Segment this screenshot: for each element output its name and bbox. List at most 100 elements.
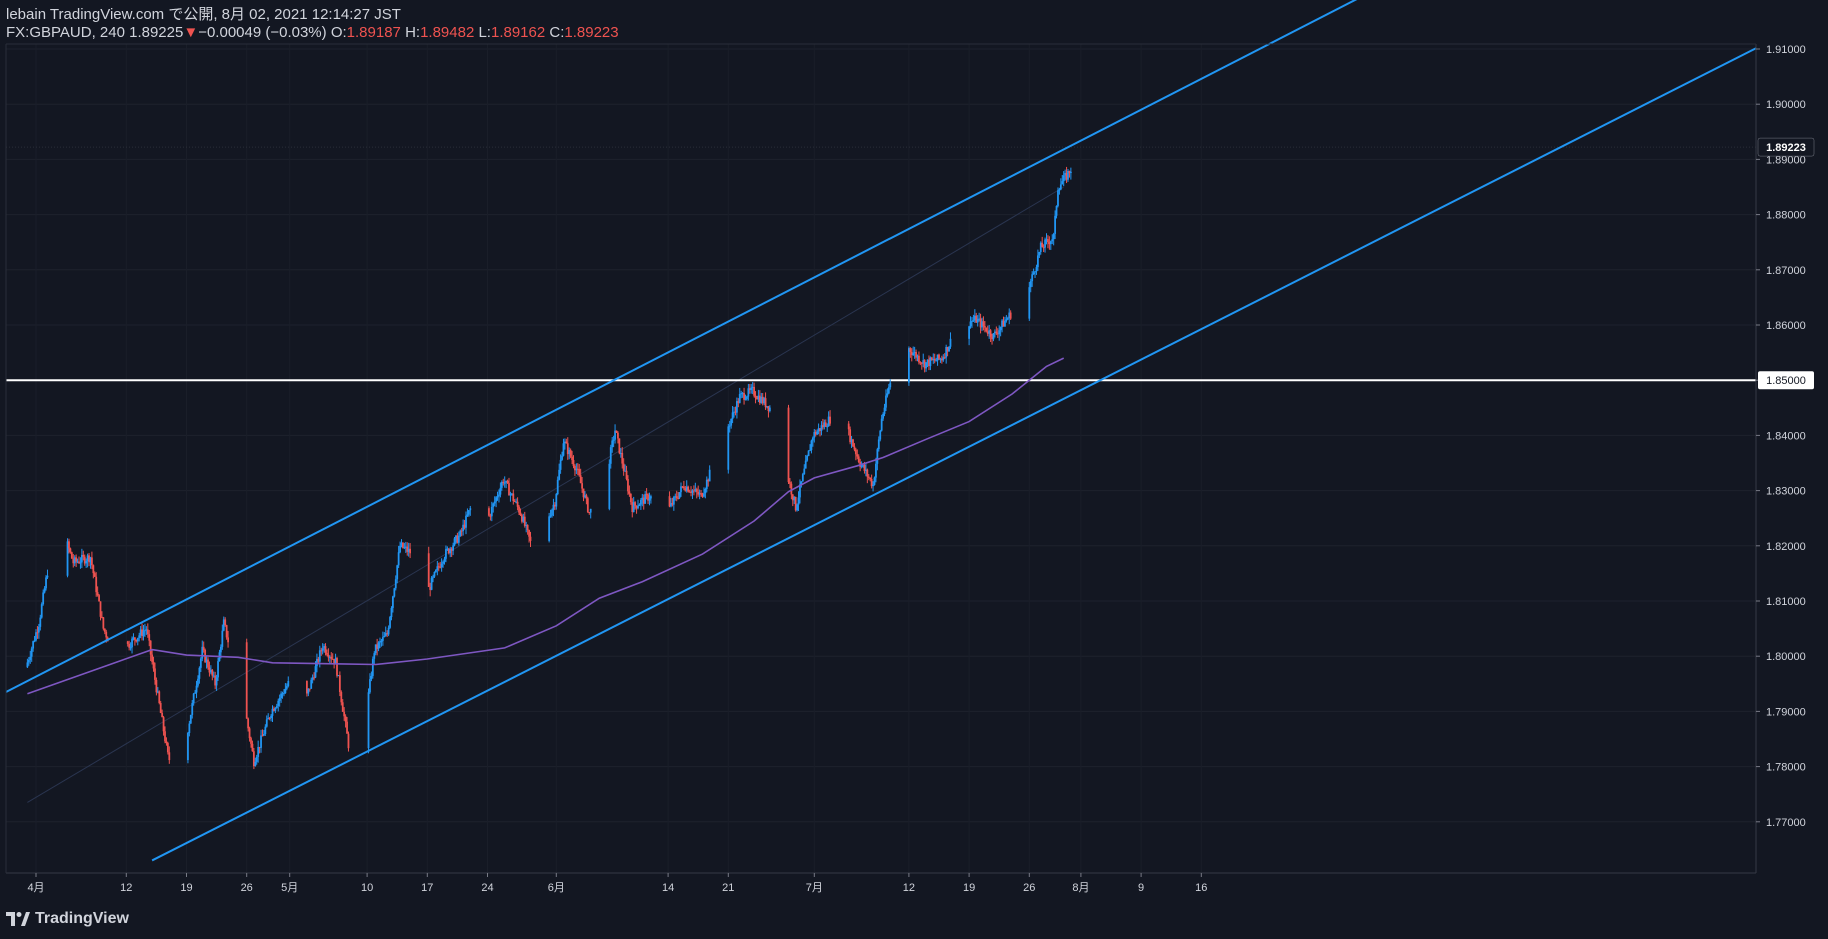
candle-body bbox=[328, 656, 331, 658]
y-tick-label: 1.87000 bbox=[1766, 265, 1806, 277]
candle-body bbox=[979, 318, 982, 328]
candle-body bbox=[252, 751, 255, 767]
x-tick-label: 14 bbox=[662, 882, 674, 894]
candle-body bbox=[526, 524, 529, 531]
candle-body bbox=[736, 401, 738, 413]
x-axis-ticks[interactable]: 4月 12 19 26 5月 10 17 24 6月 14 21 7月 12 19 26 8月 9 16 bbox=[27, 873, 1207, 894]
candle-body bbox=[943, 357, 946, 359]
moving-average-polyline[interactable] bbox=[27, 357, 1065, 695]
y-axis-ticks[interactable]: 1.91000 1.90000 1.89000 1.88000 1.87000 1.860… bbox=[1756, 44, 1806, 829]
candle-body bbox=[1061, 181, 1064, 185]
candle-body bbox=[469, 508, 472, 511]
candle-body bbox=[1045, 239, 1048, 241]
candle-body bbox=[134, 637, 136, 640]
candle-body bbox=[70, 552, 73, 559]
candle-body bbox=[201, 646, 204, 659]
candle-body bbox=[671, 503, 674, 505]
candle-body bbox=[856, 454, 859, 457]
candle-body bbox=[972, 320, 975, 322]
tradingview-branding[interactable]: TradingView bbox=[6, 910, 129, 928]
candle-body bbox=[647, 494, 649, 501]
candle-body bbox=[369, 679, 371, 693]
candle-body bbox=[1034, 271, 1036, 273]
candle-body bbox=[146, 629, 149, 635]
candle-body bbox=[698, 493, 701, 495]
candle-body bbox=[751, 386, 754, 388]
candle-body bbox=[849, 429, 852, 443]
candle-body bbox=[376, 644, 379, 649]
candle-body bbox=[870, 479, 873, 487]
candle-body bbox=[189, 714, 192, 724]
candle-body bbox=[427, 553, 430, 587]
candle-body bbox=[684, 488, 687, 491]
candle-body bbox=[27, 659, 30, 663]
candle-body bbox=[738, 394, 741, 403]
candle-body bbox=[92, 565, 95, 574]
candle-body bbox=[400, 542, 403, 546]
candle-body bbox=[131, 638, 133, 648]
candle-body bbox=[548, 516, 551, 541]
candle-body bbox=[1032, 272, 1035, 275]
candle-body bbox=[1001, 320, 1003, 328]
candle-body bbox=[866, 469, 869, 477]
candle-body bbox=[880, 418, 883, 431]
candle-body bbox=[195, 685, 198, 693]
candle-body bbox=[162, 717, 165, 732]
candle-body bbox=[165, 741, 168, 744]
candle-body bbox=[268, 717, 271, 719]
candle-body bbox=[1047, 239, 1049, 243]
candle-body bbox=[390, 607, 393, 618]
candle-body bbox=[1041, 242, 1044, 248]
candle-body bbox=[373, 653, 376, 659]
x-tick-label: 10 bbox=[361, 882, 373, 894]
channel-lower-line[interactable] bbox=[151, 47, 1757, 862]
candle-body bbox=[559, 459, 562, 470]
symbol-label[interactable]: FX:GBPAUD, 240 bbox=[6, 24, 125, 41]
candle-body bbox=[129, 647, 132, 649]
candle-body bbox=[614, 430, 616, 440]
candle-body bbox=[680, 486, 682, 493]
candle-body bbox=[271, 708, 274, 716]
candle-body bbox=[386, 633, 389, 635]
candle-body bbox=[909, 348, 912, 352]
candle-body bbox=[746, 396, 748, 399]
candle-body bbox=[75, 557, 78, 562]
candle-body bbox=[306, 681, 308, 694]
candle-body bbox=[682, 486, 685, 489]
candle-body bbox=[79, 562, 82, 564]
candle-body bbox=[822, 425, 824, 428]
candle-body bbox=[1051, 239, 1054, 242]
candle-body bbox=[628, 491, 631, 494]
candle-body bbox=[155, 679, 158, 693]
candle-body bbox=[85, 561, 88, 564]
candle-body bbox=[260, 735, 262, 748]
candle-body bbox=[151, 654, 153, 662]
candle-body bbox=[465, 515, 467, 528]
candle-body bbox=[850, 439, 853, 443]
candle-body bbox=[675, 496, 678, 498]
candle-body bbox=[217, 661, 219, 678]
candle-body bbox=[814, 431, 817, 435]
candle-body bbox=[817, 428, 820, 432]
y-tick-label: 1.90000 bbox=[1766, 99, 1806, 111]
candle-body bbox=[340, 692, 343, 703]
candle-body bbox=[429, 586, 432, 590]
candle-body bbox=[641, 497, 644, 500]
candle-body bbox=[753, 386, 755, 396]
x-tick-label: 17 bbox=[421, 882, 433, 894]
channel-upper-line[interactable] bbox=[5, 0, 1756, 693]
candle-body bbox=[95, 576, 98, 593]
horizontal-level-line[interactable] bbox=[6, 146, 1756, 382]
candle-body bbox=[367, 692, 370, 749]
candle-body bbox=[508, 483, 510, 496]
candle-body bbox=[741, 393, 744, 395]
candle-body bbox=[793, 496, 796, 501]
last-price-label-bg bbox=[1757, 137, 1815, 157]
moving-average-line[interactable] bbox=[27, 357, 1065, 695]
candle-body bbox=[267, 717, 270, 720]
candle-body bbox=[991, 336, 993, 340]
candle-body bbox=[96, 592, 99, 596]
candle-body bbox=[374, 644, 377, 654]
channel-lines[interactable] bbox=[5, 0, 1757, 862]
